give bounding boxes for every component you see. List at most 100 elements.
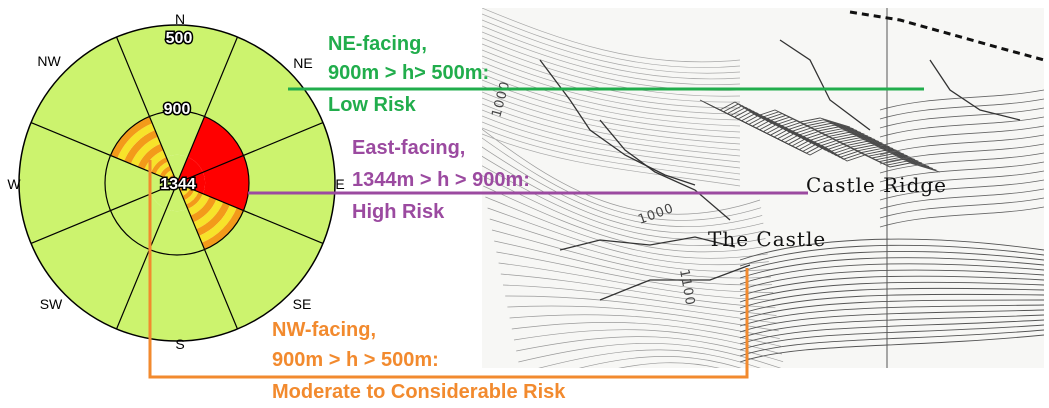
contour-line bbox=[482, 115, 741, 169]
contour-line bbox=[739, 244, 1044, 267]
contour-line bbox=[539, 59, 696, 186]
contour-line bbox=[879, 125, 1044, 147]
direction-label-ne: NE bbox=[293, 55, 312, 71]
contour-line bbox=[483, 185, 767, 253]
contour-line bbox=[527, 369, 788, 406]
contour-line bbox=[559, 236, 736, 251]
contour-line bbox=[538, 400, 794, 408]
contour-line bbox=[742, 121, 894, 150]
contour-line bbox=[739, 119, 890, 148]
contour-line bbox=[739, 275, 1044, 297]
direction-label-n: N bbox=[175, 11, 185, 27]
rose-divider bbox=[115, 36, 178, 184]
contour-line bbox=[739, 329, 1044, 357]
rose-divider bbox=[30, 121, 178, 184]
rose-sector-s-inner bbox=[166, 183, 188, 211]
ne-callout-elevation: 900m > h> 500m: bbox=[328, 62, 489, 84]
contour-line bbox=[538, 349, 761, 368]
contour-line bbox=[929, 59, 1021, 121]
rose-sector-nw-stripe bbox=[159, 165, 172, 178]
east-callout-risk: High Risk bbox=[352, 201, 445, 223]
rose-sector-se-stripe bbox=[196, 202, 230, 236]
contour-line bbox=[789, 144, 941, 173]
contour-line bbox=[529, 375, 789, 408]
contour-line bbox=[482, 91, 741, 145]
contour-line bbox=[487, 207, 769, 266]
contour-line bbox=[879, 188, 1044, 210]
contour-line bbox=[739, 238, 1044, 261]
contour-line bbox=[879, 143, 1044, 165]
topographic-map: 1000 1000 1100 Castle Ridge The Castle bbox=[482, 8, 1045, 408]
rose-sector-nw-stripe bbox=[117, 123, 156, 162]
rose-sector-e-inner bbox=[177, 172, 205, 194]
map-label-the-castle: The Castle bbox=[708, 227, 826, 251]
contour-line bbox=[879, 197, 1044, 219]
rose-sector-s-outer bbox=[116, 249, 238, 341]
rose-sector-sw-middle bbox=[110, 193, 167, 250]
nw-callout-heading: NW-facing, bbox=[272, 319, 376, 341]
rose-sector-nw-stripe bbox=[130, 136, 161, 167]
contour-line bbox=[482, 61, 741, 115]
elevation-label-outer: 500 bbox=[166, 30, 193, 47]
contour-line bbox=[599, 264, 751, 301]
contour-line bbox=[717, 108, 869, 137]
contour-line bbox=[879, 89, 1044, 111]
contour-line bbox=[739, 314, 1044, 339]
contour-line bbox=[879, 179, 1044, 201]
contour-line bbox=[739, 334, 1044, 363]
contour-line bbox=[505, 295, 778, 324]
contour-line bbox=[710, 104, 861, 133]
rose-sector-n-middle bbox=[149, 111, 205, 158]
contour-line bbox=[706, 103, 858, 132]
contour-line bbox=[482, 128, 761, 215]
rose-sector-se-stripe bbox=[182, 188, 195, 201]
rose-sector-nw-stripe bbox=[110, 116, 153, 159]
contour-line bbox=[482, 121, 741, 175]
contour-line bbox=[485, 196, 768, 259]
contour-line bbox=[768, 133, 919, 162]
contour-line bbox=[728, 113, 879, 142]
ne-callout: NE-facing, 900m > h> 500m: Low Risk bbox=[328, 33, 489, 116]
contour-line bbox=[482, 133, 741, 187]
rose-sector-e-middle bbox=[202, 155, 249, 211]
contour-line bbox=[879, 161, 1044, 183]
contour-line bbox=[735, 117, 887, 146]
rose-sector-se-stripe bbox=[198, 204, 237, 243]
contour-line bbox=[482, 109, 741, 163]
ne-callout-risk: Low Risk bbox=[328, 94, 417, 116]
contour-line bbox=[534, 388, 792, 408]
rose-sector-s-middle bbox=[149, 208, 205, 255]
contour-line bbox=[482, 13, 741, 68]
contour-line bbox=[482, 146, 763, 228]
contour-line bbox=[739, 309, 1044, 333]
contour-line bbox=[753, 126, 905, 155]
direction-label-nw: NW bbox=[37, 53, 61, 69]
contour-line bbox=[714, 106, 865, 135]
contour-line bbox=[771, 135, 923, 164]
contour-line bbox=[482, 43, 741, 97]
rose-middle-ring bbox=[104, 110, 250, 256]
contour-line bbox=[782, 140, 933, 169]
contour-line bbox=[532, 382, 791, 408]
contour-line bbox=[879, 98, 1044, 120]
contour-line bbox=[699, 99, 851, 128]
contour-line bbox=[739, 281, 1044, 303]
rose-sector-nw-stripe bbox=[151, 157, 169, 175]
rose-sector-nw-outer bbox=[31, 37, 150, 156]
rose-divider bbox=[176, 182, 324, 245]
map-boundary-path bbox=[849, 10, 1045, 62]
contour-line bbox=[760, 130, 912, 159]
contour-line bbox=[482, 55, 741, 109]
contour-line bbox=[879, 116, 1044, 138]
rose-divider bbox=[30, 182, 178, 245]
map-label-castle-ridge: Castle Ridge bbox=[806, 173, 947, 197]
rose-sector-ne-inner bbox=[177, 157, 203, 183]
rose-sector-nw-stripe bbox=[164, 170, 174, 180]
direction-label-e: E bbox=[335, 176, 344, 192]
rose-sector-w-inner bbox=[149, 172, 177, 194]
rose-sector-se-stripe bbox=[190, 196, 217, 223]
contour-line bbox=[482, 165, 765, 240]
rose-sector-w-outer bbox=[19, 122, 111, 244]
contour-line bbox=[482, 97, 741, 151]
